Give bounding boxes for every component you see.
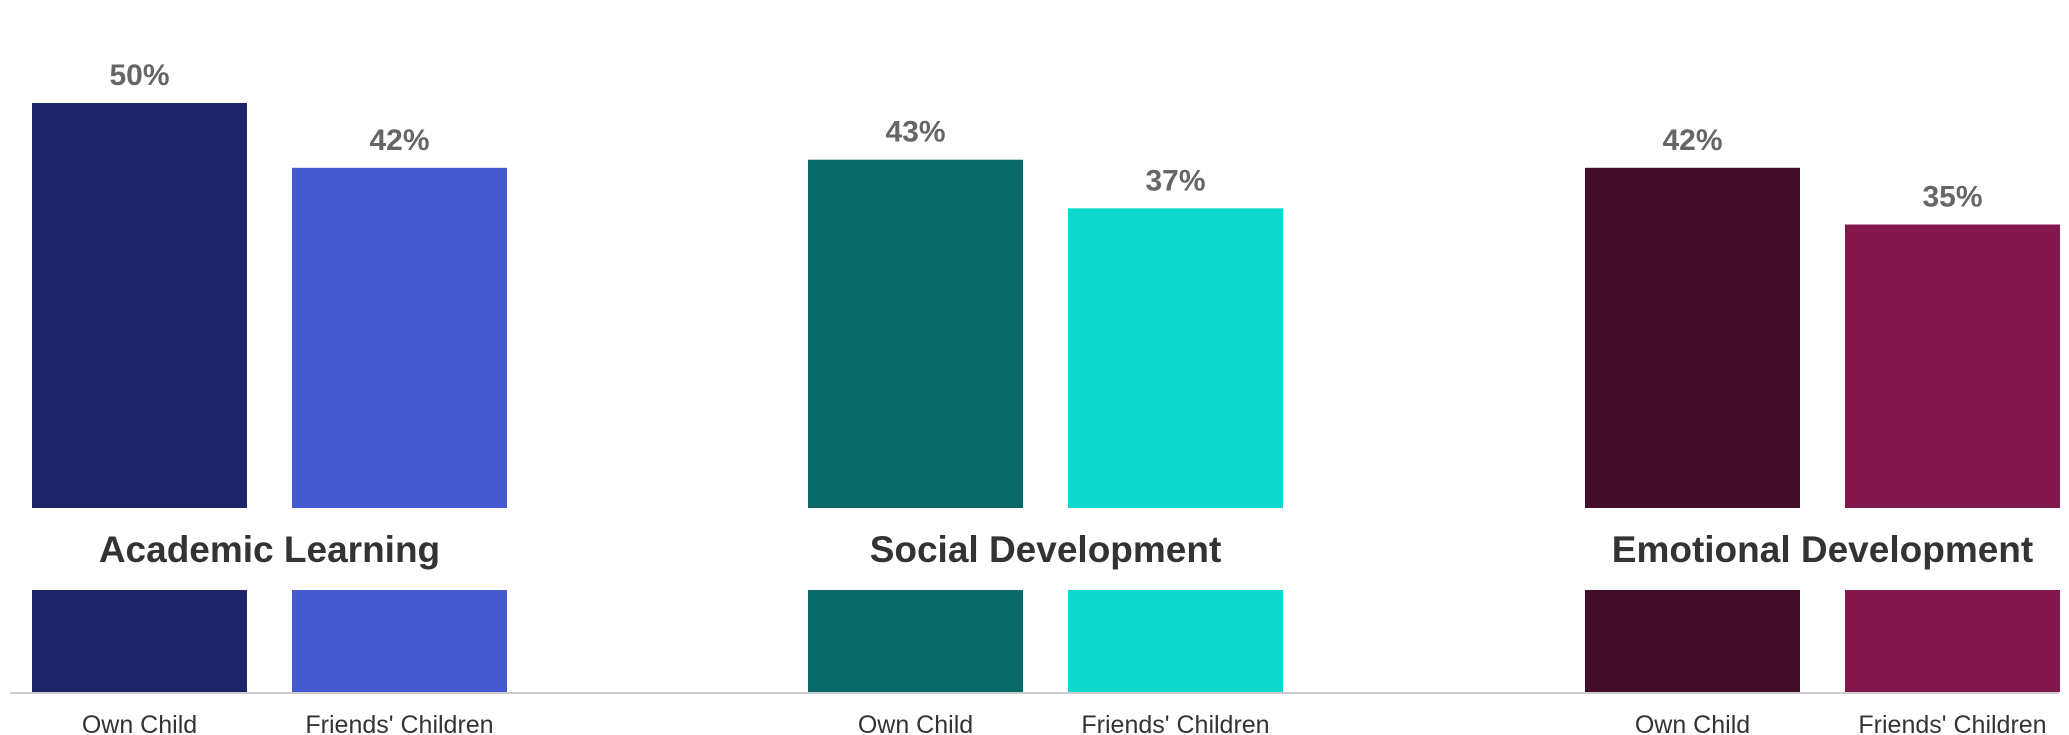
bar-base-academic-learning-own-child — [32, 590, 247, 692]
x-tick-label: Friends' Children — [305, 711, 493, 735]
bar-emotional-development-own-child — [1585, 167, 1800, 509]
x-tick-label: Own Child — [82, 711, 197, 735]
labels-layer: 50% Own Child 42% Friends' Children Academic… — [82, 59, 2047, 735]
bar-base-emotional-development-friends-children — [1845, 590, 2060, 692]
x-tick-label: Friends' Children — [1081, 711, 1269, 735]
bar-academic-learning-own-child — [32, 103, 247, 508]
group-title-emotional-development: Emotional Development — [1612, 529, 2033, 570]
value-label: 43% — [885, 116, 945, 149]
value-label: 35% — [1922, 181, 1982, 214]
bar-academic-learning-friends-children — [292, 167, 507, 509]
group-title-social-development: Social Development — [870, 529, 1222, 570]
bar-base-social-development-own-child — [808, 590, 1023, 692]
bars-layer — [32, 103, 2060, 692]
bar-base-emotional-development-own-child — [1585, 590, 1800, 692]
x-tick-label: Own Child — [858, 711, 973, 735]
group-title-academic-learning: Academic Learning — [99, 529, 440, 570]
bar-social-development-own-child — [808, 159, 1023, 508]
value-label: 42% — [1662, 124, 1722, 157]
bar-base-social-development-friends-children — [1068, 590, 1283, 692]
value-label: 50% — [109, 59, 169, 92]
value-label: 42% — [369, 124, 429, 157]
bar-social-development-friends-children — [1068, 208, 1283, 509]
x-tick-label: Own Child — [1635, 711, 1750, 735]
bar-emotional-development-friends-children — [1845, 224, 2060, 508]
x-tick-label: Friends' Children — [1858, 711, 2046, 735]
bar-base-academic-learning-friends-children — [292, 590, 507, 692]
value-label: 37% — [1145, 164, 1205, 197]
